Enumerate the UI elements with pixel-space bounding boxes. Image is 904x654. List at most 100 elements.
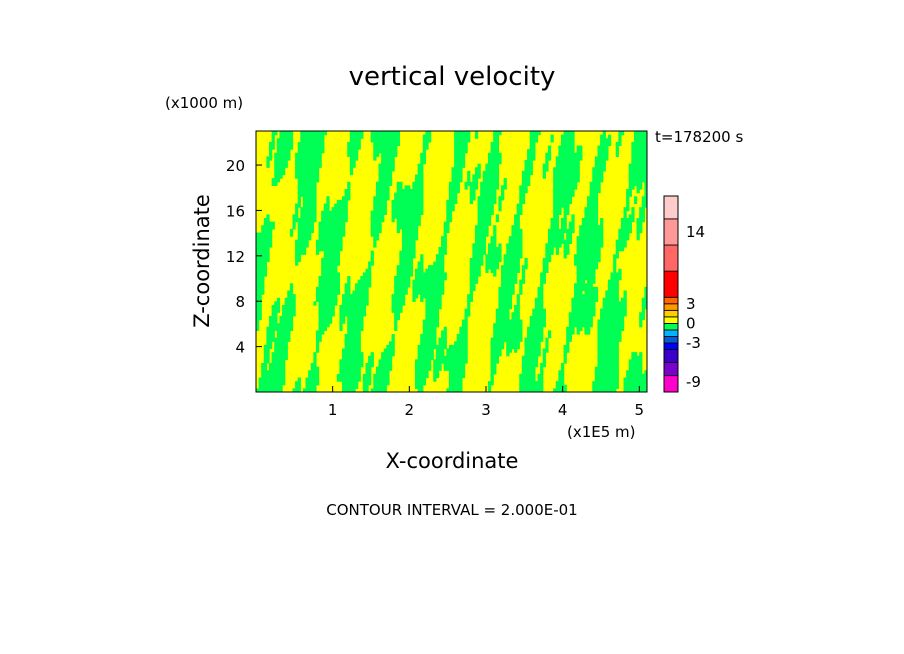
field-cell — [563, 214, 567, 219]
field-cell — [448, 344, 468, 350]
field-cell — [271, 305, 281, 310]
field-cell — [274, 160, 288, 165]
field-cell — [256, 279, 265, 284]
field-cell — [339, 370, 361, 375]
field-cell — [362, 377, 372, 382]
field-cell — [571, 308, 596, 313]
field-cell — [326, 199, 330, 205]
field-cell — [446, 199, 458, 205]
field-cell — [355, 286, 369, 292]
field-cell — [391, 305, 403, 310]
field-cell — [487, 243, 497, 248]
field-cell — [401, 232, 419, 237]
field-cell — [446, 388, 463, 392]
field-cell — [558, 149, 575, 154]
field-cell — [521, 363, 539, 368]
field-cell — [524, 257, 528, 263]
field-cell — [615, 243, 627, 248]
field-cell — [279, 131, 294, 136]
field-cell — [636, 189, 640, 194]
field-cell — [310, 366, 320, 371]
field-cell — [474, 225, 489, 230]
field-cell — [256, 290, 265, 295]
field-cell — [344, 283, 351, 288]
field-cell — [560, 134, 575, 139]
field-cell — [623, 377, 647, 382]
field-cell — [600, 221, 604, 226]
field-cell — [362, 384, 369, 389]
field-cell — [524, 348, 541, 353]
field-cell — [474, 228, 489, 234]
field-cell — [415, 373, 429, 379]
field-cell — [501, 276, 518, 281]
field-cell — [542, 352, 546, 357]
field-cell — [323, 250, 341, 255]
field-cell — [641, 301, 647, 306]
field-cell — [300, 210, 317, 215]
field-cell — [519, 286, 523, 292]
field-cell — [391, 334, 395, 339]
field-cell — [482, 178, 500, 183]
field-cell — [279, 134, 294, 139]
field-cell — [399, 254, 416, 259]
field-cell — [498, 243, 502, 248]
field-cell — [480, 192, 497, 197]
field-cell — [467, 178, 471, 183]
field-cell — [464, 315, 468, 321]
field-cell — [542, 355, 546, 360]
field-cell — [289, 232, 294, 237]
field-cell — [553, 192, 575, 197]
field-cell — [568, 319, 593, 324]
field-cell — [344, 290, 351, 295]
field-cell — [628, 174, 647, 179]
field-cell — [574, 254, 601, 259]
field-cell — [566, 341, 570, 346]
field-cell — [495, 214, 500, 219]
field-cell — [542, 348, 549, 353]
field-cell — [542, 163, 549, 168]
field-cell — [636, 221, 643, 226]
field-cell — [448, 192, 458, 197]
field-cell — [563, 359, 567, 364]
field-cell — [576, 149, 583, 154]
field-cell — [394, 315, 400, 321]
field-cell — [576, 276, 596, 281]
field-cell — [641, 203, 647, 208]
field-cell — [349, 156, 359, 161]
field-cell — [469, 192, 476, 197]
field-cell — [631, 355, 643, 360]
field-cell — [256, 243, 273, 248]
field-cell — [446, 210, 453, 215]
field-cell — [378, 363, 393, 368]
colorbar-band — [663, 270, 679, 298]
field-cell — [594, 163, 606, 168]
field-cell — [310, 363, 317, 368]
field-cell — [537, 373, 544, 379]
field-cell — [464, 308, 471, 313]
field-cell — [386, 344, 395, 350]
field-cell — [378, 178, 393, 183]
field-cell — [545, 152, 552, 157]
field-cell — [568, 312, 596, 317]
field-cell — [370, 218, 385, 223]
field-cell — [454, 163, 466, 168]
field-cell — [576, 243, 604, 248]
field-cell — [592, 167, 606, 172]
field-cell — [560, 221, 567, 226]
field-cell — [633, 196, 638, 201]
field-cell — [527, 330, 544, 335]
field-cell — [589, 189, 601, 194]
field-cell — [490, 352, 502, 357]
field-cell — [266, 330, 275, 335]
field-cell — [391, 199, 424, 205]
field-cell — [378, 163, 395, 168]
field-cell — [378, 170, 393, 176]
field-cell — [574, 257, 601, 263]
field-cell — [553, 210, 562, 215]
field-cell — [415, 272, 447, 277]
field-cell — [297, 377, 301, 382]
field-cell — [399, 261, 413, 266]
field-cell — [542, 359, 546, 364]
field-cell — [454, 160, 466, 165]
field-cell — [331, 207, 348, 212]
